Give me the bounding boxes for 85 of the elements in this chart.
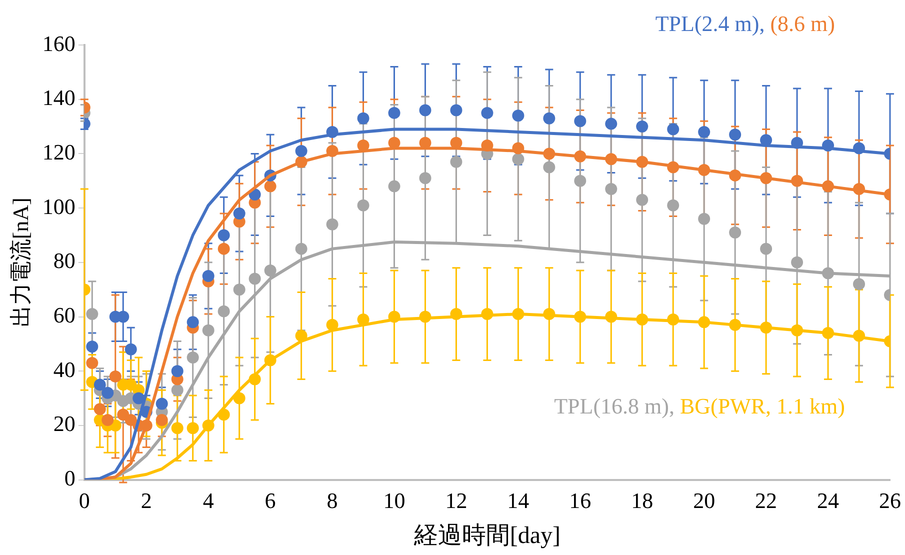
x-tick-label: 10 [383,488,406,513]
x-tick-label: 18 [631,488,654,513]
point [698,212,710,225]
text: TPL(16.8 m), [554,394,675,419]
point [233,207,246,220]
text: TPL(2.4 m), [655,10,765,36]
point [729,128,742,141]
x-tick-label: 12 [445,488,468,513]
y-tick-label: 80 [53,248,76,274]
point [574,115,586,128]
point [233,284,246,296]
point [124,343,137,356]
point [202,324,214,336]
point [132,392,145,404]
x-tick-label: 22 [755,488,778,513]
x-tick-label: 24 [817,488,840,513]
y-tick-label: 120 [42,139,76,164]
point [264,180,276,192]
point [109,370,122,383]
x-tick-label: 20 [693,488,716,513]
y-tick-label: 160 [42,30,76,56]
point [636,194,648,206]
point [605,183,618,196]
point [102,414,114,426]
point [102,386,114,399]
x-axis-title: 経過時間[day] [412,522,561,549]
point [94,403,106,416]
point [186,422,199,434]
y-axis-title: 出力電流[nA] [8,198,33,328]
y-tick-label: 100 [42,194,76,219]
x-tick-label: 8 [326,488,338,513]
point [156,398,168,410]
y-tick-label: 20 [53,411,76,436]
y-tick-label: 40 [53,356,76,382]
point [481,106,494,119]
point [388,180,400,192]
point [388,106,400,119]
point [636,120,648,133]
point [450,104,462,116]
point [86,356,98,369]
x-tick-label: 26 [879,488,901,513]
point [248,272,261,285]
point [450,156,462,168]
point [186,316,199,328]
point [186,352,199,364]
point [156,414,168,426]
point [264,264,276,277]
point [667,199,680,212]
point [574,174,586,187]
text: (8.6 m) [764,10,835,36]
point [512,110,524,122]
point [543,161,556,174]
x-tick-label: 16 [569,488,592,513]
point [218,242,230,255]
point [218,229,230,242]
x-tick-label: 14 [507,488,530,513]
x-tick-label: 4 [202,488,214,513]
point [218,305,230,318]
point [698,126,710,138]
point [295,242,308,255]
point [171,365,184,378]
point [326,218,338,230]
point [295,144,308,157]
point [853,278,866,290]
point [94,378,106,391]
y-tick-label: 0 [64,466,76,491]
point [357,112,370,124]
text: BG(PWR, 1.1 km) [674,394,845,419]
point [543,112,556,124]
point [512,153,524,166]
point [86,340,98,353]
point [791,256,804,268]
y-tick-label: 60 [53,302,76,328]
point [729,226,742,239]
x-tick-label: 2 [140,488,152,513]
point [357,199,370,212]
point [667,123,680,136]
y-tick-label: 140 [42,85,76,110]
point [202,270,214,282]
x-tick-label: 6 [264,488,276,513]
point [171,422,184,434]
point [171,384,184,396]
point [605,118,618,130]
point [760,242,772,255]
point [86,308,98,320]
